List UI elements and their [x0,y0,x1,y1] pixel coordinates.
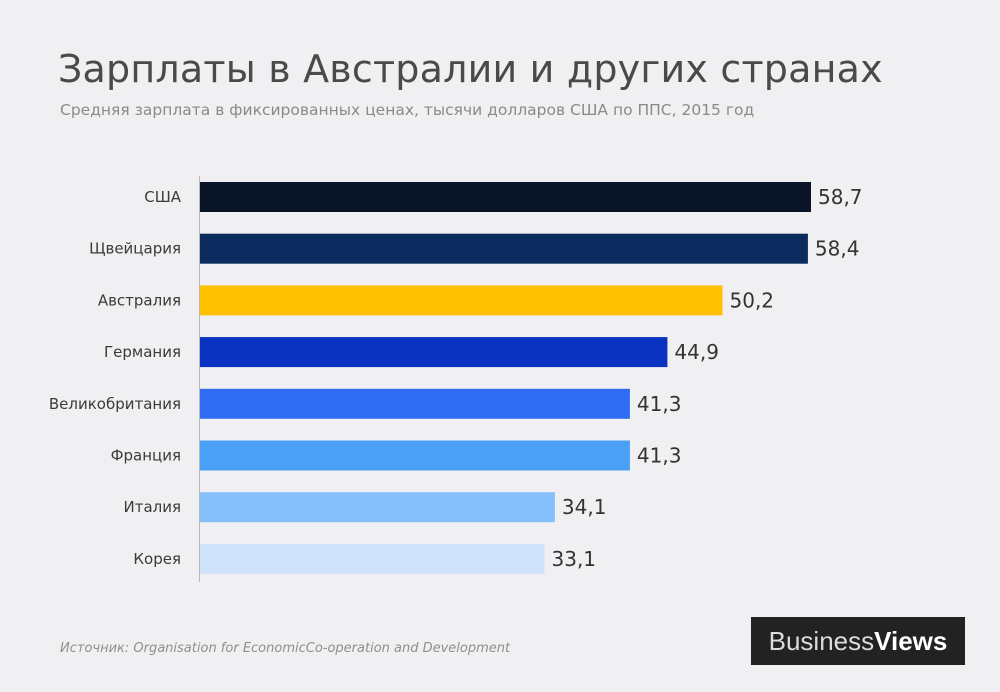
value-label-7: 33,1 [552,547,597,571]
bar-7 [200,543,545,574]
bar-1 [200,233,808,264]
bar-2 [200,285,723,316]
businessviews-logo: Business Views [751,617,965,665]
bar-4 [200,388,630,419]
value-label-3: 44,9 [674,340,719,364]
value-label-2: 50,2 [730,288,775,312]
category-label-2: Австралия [98,291,181,309]
category-label-5: Франция [111,447,181,465]
logo-text-business: Business [768,625,875,656]
chart-title: Зарплаты в Австралии и других странах [58,47,883,91]
value-label-6: 34,1 [562,495,607,519]
value-label-1: 58,4 [815,237,860,261]
chart-subtitle: Средняя зарплата в фиксированных ценах, … [60,101,755,119]
bar-5 [200,440,630,471]
category-label-1: Щвейцария [89,240,181,258]
bar-6 [200,492,555,523]
logo-text-views: Views [874,625,948,656]
source-note: Источник: Organisation for EconomicCo-op… [60,641,511,656]
bar-0 [200,182,811,212]
category-label-7: Корея [133,550,181,568]
value-label-5: 41,3 [637,444,682,468]
category-label-4: Великобритания [49,395,181,413]
category-label-6: Италия [123,498,181,516]
bars-layer: США 58,7 Щвейцария 58,4 Австралия 50,2 Германи… [49,182,863,574]
value-label-4: 41,3 [637,392,682,416]
category-label-0: США [144,188,182,206]
category-label-3: Германия [104,343,181,361]
bar-3 [200,337,668,368]
value-label-0: 58,7 [818,185,863,209]
